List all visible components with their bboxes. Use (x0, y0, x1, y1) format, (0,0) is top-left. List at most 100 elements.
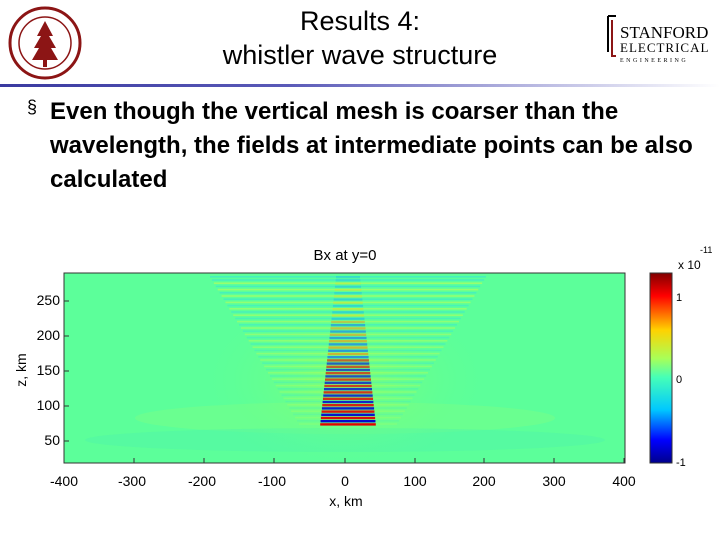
wave-band (238, 324, 458, 326)
wave-core (325, 375, 371, 378)
stanford-seal-logo (8, 6, 82, 80)
slide-title: Results 4: whistler wave structure (140, 4, 580, 72)
wave-core (327, 359, 369, 362)
colorbar-tick: 1 (676, 292, 683, 304)
logo-line-2: ELECTRICAL (620, 40, 709, 55)
wave-core (321, 413, 375, 416)
wave-core (325, 378, 371, 381)
wave-core (328, 349, 368, 352)
wave-core (330, 324, 366, 327)
wave-core (320, 423, 376, 426)
wave-core (326, 362, 370, 365)
plot-title: Bx at y=0 (313, 247, 377, 264)
wave-core (330, 330, 366, 333)
bullet-text: Even though the vertical mesh is coarser… (50, 98, 693, 193)
wave-core (334, 292, 362, 295)
wave-core (322, 400, 374, 404)
colorbar-tick: -1 (676, 457, 686, 469)
wave-core (332, 308, 364, 311)
x-tick-label: 200 (472, 473, 496, 489)
wave-band (217, 288, 479, 291)
x-tick-label: 400 (612, 473, 636, 489)
wave-core (324, 384, 372, 388)
stanford-ee-logo: STANFORD ELECTRICAL ENGINEERING (606, 12, 716, 68)
wave-band (223, 298, 473, 300)
wave-band (233, 314, 463, 316)
wave-band (219, 292, 477, 294)
title-underline (0, 84, 720, 87)
wave-band (225, 301, 471, 304)
colorbar-exponent: -11 (700, 245, 713, 255)
wave-core (335, 279, 361, 282)
wave-band (237, 320, 459, 323)
bullet-marker: § (27, 97, 38, 117)
wave-core (327, 356, 369, 359)
wave-band (210, 276, 486, 278)
wave-band (248, 340, 448, 342)
wave-core (326, 368, 370, 372)
wave-band (229, 308, 467, 310)
x-tick-label: 100 (403, 473, 427, 489)
x-tick-label: -100 (257, 473, 287, 489)
wave-core (328, 343, 368, 346)
wave-core (331, 320, 365, 324)
x-tick-label: 300 (542, 473, 566, 489)
wave-core (322, 397, 374, 400)
x-axis-label: x, km (329, 493, 363, 509)
wave-core (325, 372, 371, 375)
wave-core (324, 381, 372, 384)
y-tick-label: 100 (36, 397, 60, 413)
logo-line-1: STANFORD (620, 23, 708, 42)
wave-core (329, 333, 367, 336)
wave-core (330, 327, 366, 330)
wave-core (331, 314, 365, 317)
colorbar (649, 272, 673, 464)
y-axis-label: z, km (13, 353, 29, 387)
wave-band (235, 317, 461, 320)
wave-core (322, 404, 374, 407)
wave-core (333, 295, 363, 298)
x-tick-label: -300 (117, 473, 147, 489)
wave-band (211, 279, 485, 281)
wave-core (321, 407, 375, 410)
wave-core (329, 336, 367, 340)
colorbar-scale: x 10 (678, 258, 701, 272)
y-tick-label: 200 (36, 327, 60, 343)
wave-core (320, 416, 376, 420)
wave-band (227, 304, 469, 307)
wave-core (329, 340, 367, 343)
wave-core (333, 301, 363, 304)
wave-band (242, 330, 454, 332)
title-line-1: Results 4: (299, 6, 421, 36)
title-line-2: whistler wave structure (222, 40, 498, 70)
wave-core (331, 317, 365, 320)
wave-core (336, 276, 360, 279)
logo-line-3: ENGINEERING (620, 58, 688, 64)
wave-core (334, 288, 362, 292)
wave-core (332, 311, 364, 314)
y-tick-label: 50 (44, 432, 60, 448)
wave-core (320, 420, 376, 423)
wave-band (213, 282, 483, 284)
wave-core (328, 346, 368, 349)
x-tick-label: -400 (49, 473, 79, 489)
wave-core (323, 391, 373, 394)
colorbar-tick: 0 (676, 374, 683, 386)
wave-core (332, 304, 364, 308)
y-tick-label: 250 (36, 292, 60, 308)
wave-band (215, 285, 481, 288)
wave-core (335, 282, 361, 285)
wave-core (334, 285, 362, 288)
wave-core (326, 365, 370, 368)
x-tick-label: -200 (187, 473, 217, 489)
wave-core (323, 388, 373, 391)
wave-core (321, 410, 375, 413)
y-tick-label: 150 (36, 362, 60, 378)
wave-band (244, 333, 452, 336)
wave-band (246, 336, 450, 339)
x-tick-label: 0 (341, 473, 349, 489)
whistler-wave-stripes (210, 276, 486, 426)
wave-core (333, 298, 363, 301)
wave-core (327, 352, 369, 356)
